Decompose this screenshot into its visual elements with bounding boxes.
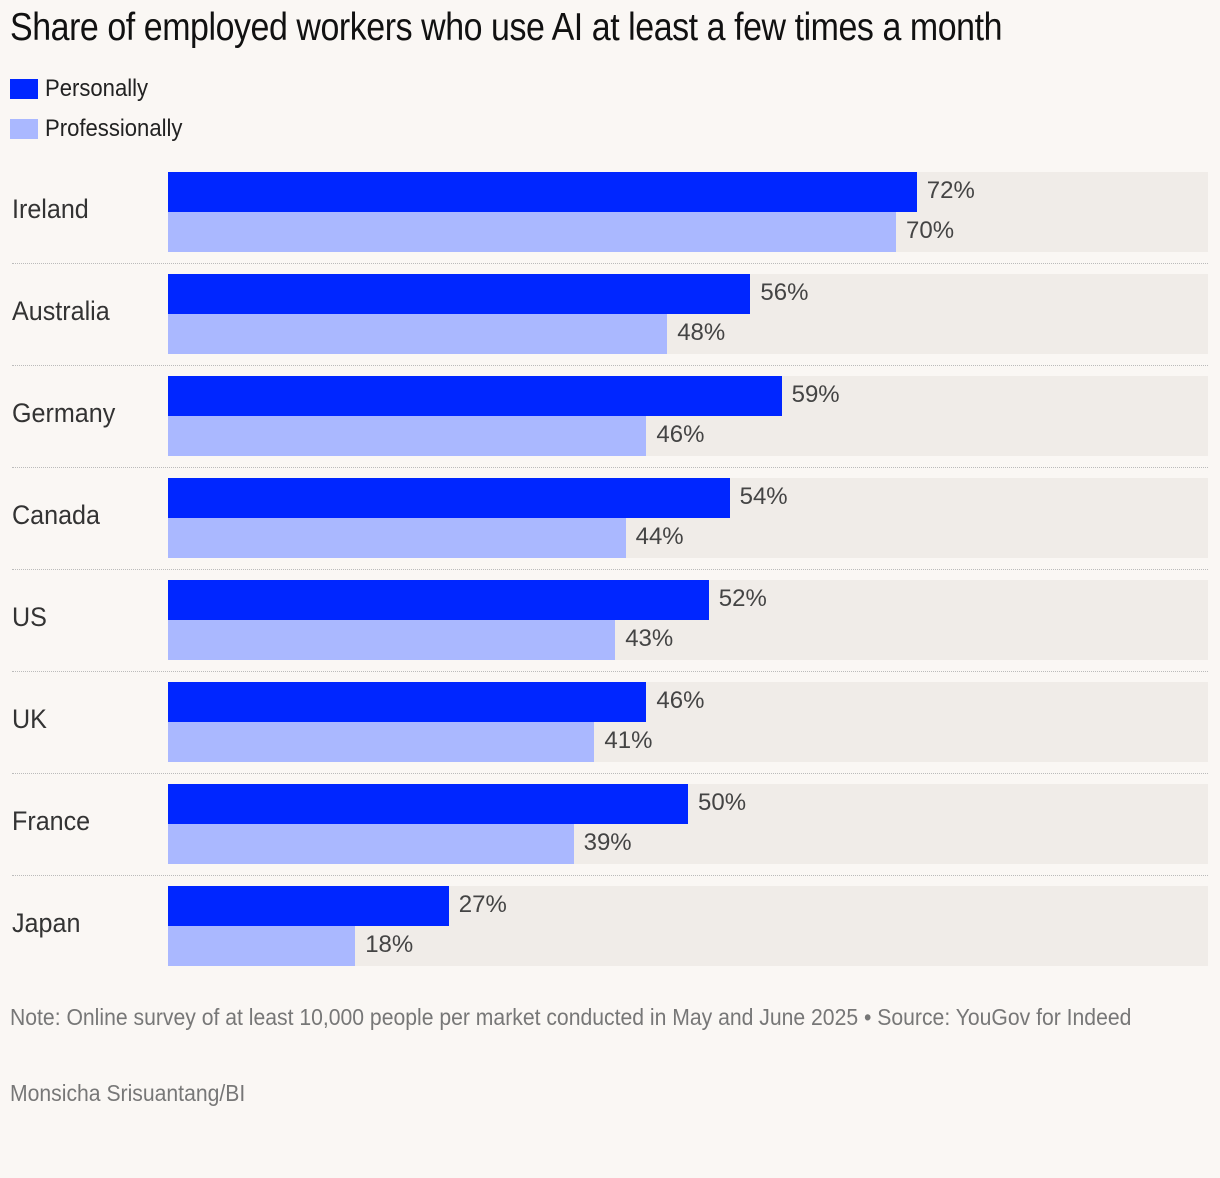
- category-label: Australia: [12, 296, 110, 326]
- legend-item-professionally: Professionally: [10, 114, 194, 144]
- data-label: 48%: [677, 319, 726, 346]
- data-label: 54%: [739, 483, 788, 510]
- data-label: 72%: [926, 177, 975, 204]
- legend-label: Professionally: [45, 115, 183, 142]
- bar-professionally: [168, 314, 668, 354]
- legend-swatch-professionally: [10, 119, 38, 139]
- data-label: 59%: [791, 381, 840, 408]
- data-label: 70%: [906, 217, 955, 244]
- category-label: US: [12, 602, 47, 632]
- row-separator: [12, 569, 1208, 570]
- row-separator: [12, 875, 1208, 876]
- row-separator: [12, 365, 1208, 366]
- bar-personally: [168, 580, 709, 620]
- bar-personally: [168, 172, 917, 212]
- legend-item-personally: Personally: [10, 74, 157, 104]
- legend-label: Personally: [45, 75, 149, 102]
- category-label: Germany: [12, 398, 116, 428]
- bar-professionally: [168, 722, 595, 762]
- bar-professionally: [168, 926, 356, 966]
- bar-personally: [168, 784, 688, 824]
- row-separator: [12, 773, 1208, 774]
- bar-personally: [168, 682, 647, 722]
- row-separator: [12, 671, 1208, 672]
- bar-professionally: [168, 518, 626, 558]
- bar-professionally: [168, 416, 647, 456]
- data-label: 50%: [698, 789, 747, 816]
- data-label: 46%: [656, 687, 705, 714]
- bar-professionally: [168, 824, 574, 864]
- category-label: Japan: [12, 908, 81, 938]
- row-separator: [12, 263, 1208, 264]
- data-label: 46%: [656, 421, 705, 448]
- bar-personally: [168, 478, 730, 518]
- data-label: 18%: [365, 931, 414, 958]
- chart-credit: Monsicha Srisuantang/BI: [10, 1080, 246, 1106]
- category-label: Canada: [12, 500, 100, 530]
- category-label: UK: [12, 704, 47, 734]
- bar-personally: [168, 274, 751, 314]
- row-separator: [12, 467, 1208, 468]
- bar-chart: Ireland 72% 70% Australia 56% 48% Germany 59% 46…: [12, 172, 1208, 966]
- chart-title: Share of employed workers who use AI at …: [10, 6, 1003, 49]
- data-label: 41%: [604, 727, 653, 754]
- bar-professionally: [168, 212, 896, 252]
- data-label: 27%: [458, 891, 507, 918]
- bar-professionally: [168, 620, 616, 660]
- bar-personally: [168, 886, 449, 926]
- data-label: 43%: [625, 625, 674, 652]
- category-label: France: [12, 806, 91, 836]
- legend-swatch-personally: [10, 79, 38, 99]
- data-label: 44%: [635, 523, 684, 550]
- data-label: 52%: [718, 585, 767, 612]
- data-label: 56%: [760, 279, 809, 306]
- bar-personally: [168, 376, 782, 416]
- data-label: 39%: [583, 829, 632, 856]
- chart-note: Note: Online survey of at least 10,000 p…: [10, 1004, 1132, 1030]
- category-label: Ireland: [12, 194, 89, 224]
